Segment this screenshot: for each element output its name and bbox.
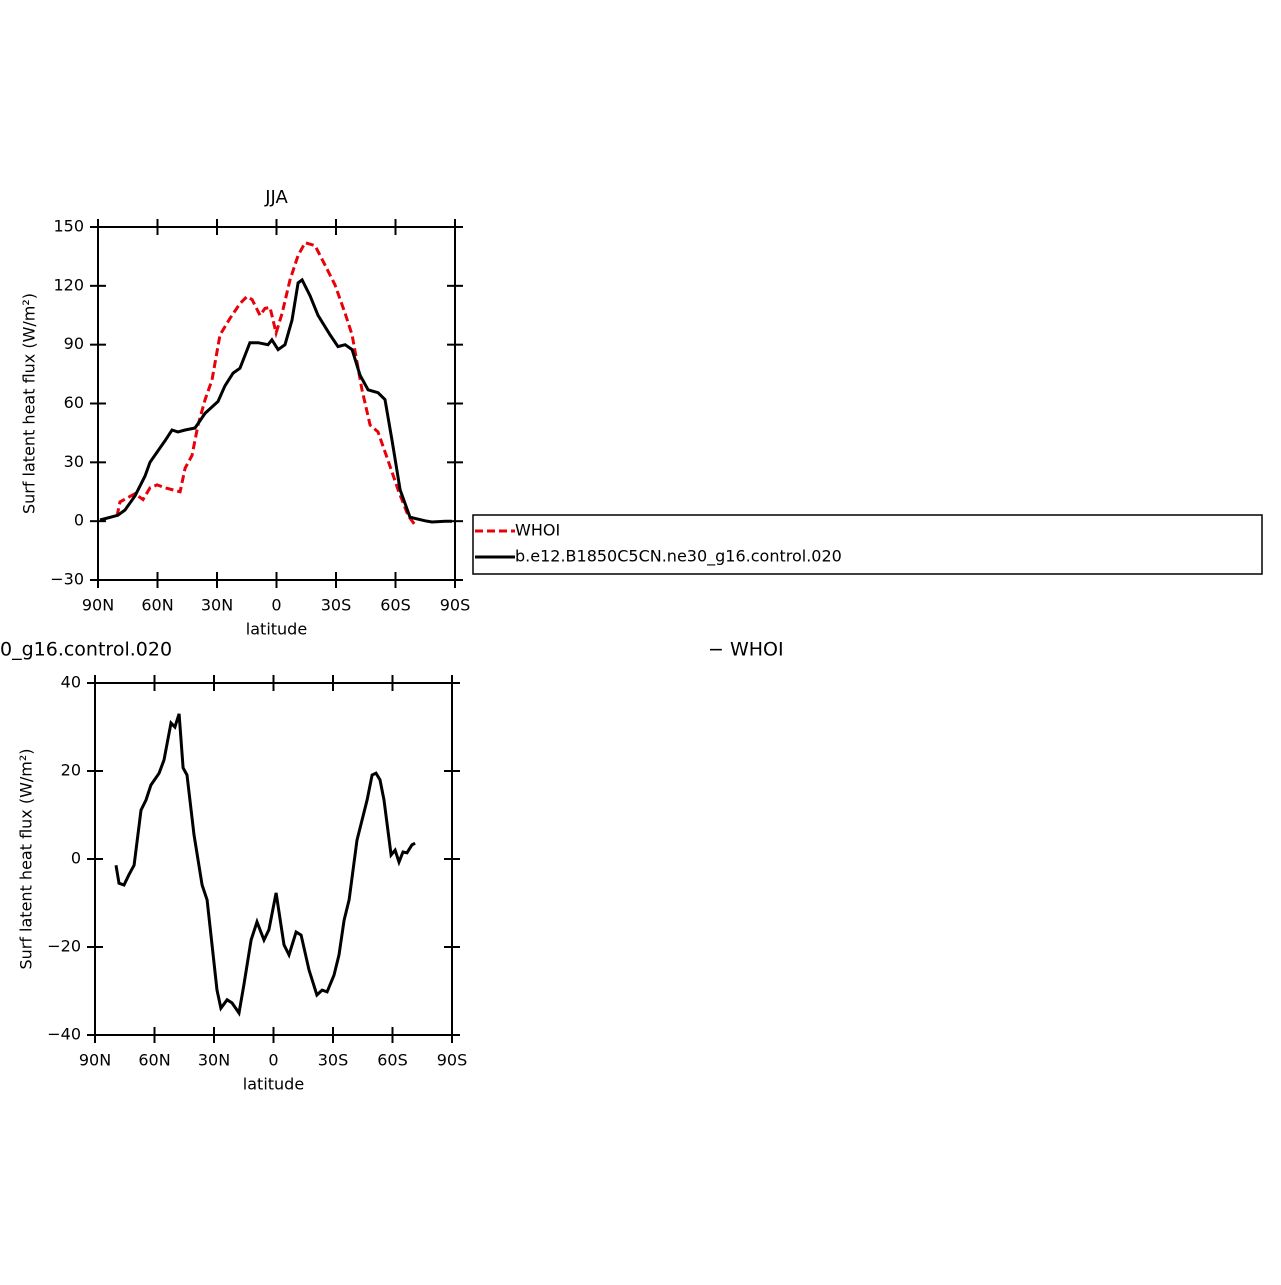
y-tick-label: 20: [61, 761, 81, 780]
y-tick-label: 150: [53, 217, 84, 236]
x-tick-label: 30S: [321, 596, 352, 615]
legend-box: [472, 514, 1263, 575]
x-tick-label: 60N: [141, 596, 173, 615]
y-tick-label: 60: [64, 393, 84, 412]
x-tick-label: 90S: [437, 1051, 468, 1070]
x-tick-label: 90N: [82, 596, 114, 615]
data-line: [114, 713, 416, 1017]
chart-title: 0_g16.control.020: [0, 639, 172, 661]
x-tick-label: 60S: [380, 596, 411, 615]
x-tick-label: 60N: [138, 1051, 170, 1070]
x-tick-label: 30N: [198, 1051, 230, 1070]
data-line: [115, 240, 417, 526]
y-tick-label: 90: [64, 334, 84, 353]
y-tick-label: 120: [53, 275, 84, 294]
chart-title: − WHOI: [708, 639, 784, 661]
y-tick-label: −20: [47, 937, 81, 956]
x-tick-label: 0: [268, 1051, 278, 1070]
y-tick-label: −30: [50, 570, 84, 589]
plot-frame: [97, 226, 456, 581]
chart-title: JJA: [264, 187, 288, 208]
x-tick-label: 90N: [79, 1051, 111, 1070]
x-axis-label: latitude: [246, 620, 307, 639]
y-axis-label: Surf latent heat flux (W/m²): [20, 293, 39, 514]
legend-label: b.e12.B1850C5CN.ne30_g16.control.020: [515, 547, 842, 567]
y-tick-label: 40: [61, 673, 81, 692]
y-tick-label: 0: [74, 511, 84, 530]
x-tick-label: 90S: [440, 596, 471, 615]
y-tick-label: 30: [64, 452, 84, 471]
x-axis-label: latitude: [243, 1075, 304, 1094]
x-tick-label: 30N: [201, 596, 233, 615]
y-tick-label: −40: [47, 1025, 81, 1044]
data-line: [99, 277, 452, 524]
x-tick-label: 60S: [377, 1051, 408, 1070]
legend-label: WHOI: [515, 521, 560, 540]
x-tick-label: 30S: [318, 1051, 349, 1070]
x-tick-label: 0: [271, 596, 281, 615]
y-axis-label: Surf latent heat flux (W/m²): [17, 748, 36, 969]
y-tick-label: 0: [71, 849, 81, 868]
